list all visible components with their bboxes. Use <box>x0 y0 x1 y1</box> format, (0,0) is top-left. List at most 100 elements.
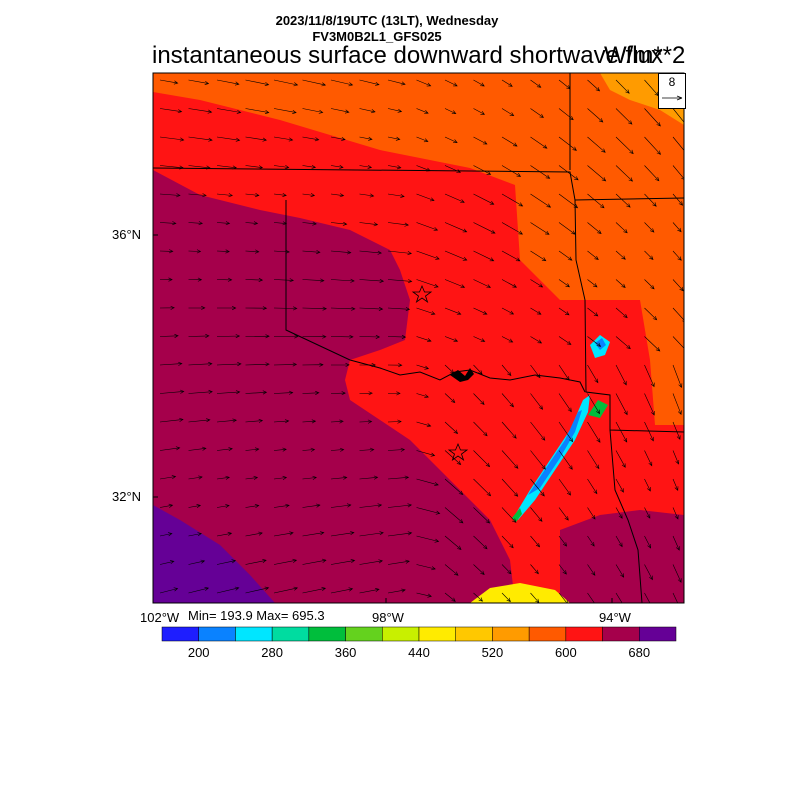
wind-arrow <box>216 559 237 565</box>
wind-arrow <box>302 531 325 537</box>
colorbar-swatch <box>455 626 493 642</box>
wind-arrow <box>330 419 344 424</box>
wind-arrow <box>501 507 517 523</box>
wind-arrow <box>558 136 577 151</box>
wind-arrow <box>159 79 179 85</box>
wind-arrow <box>330 447 345 452</box>
units-label: W/m**2 <box>604 42 686 69</box>
wind-arrow <box>615 450 626 468</box>
wind-arrow <box>273 558 298 565</box>
wind-arrow <box>273 165 290 170</box>
wind-arrow <box>359 193 375 198</box>
wind-arrow <box>188 504 202 509</box>
wind-arrow <box>273 447 287 452</box>
wind-arrow <box>501 279 518 288</box>
wind-arrow <box>615 108 633 125</box>
wind-arrow <box>330 559 356 565</box>
wind-arrow <box>245 475 259 480</box>
wind-arrow <box>530 193 552 208</box>
wind-arrow <box>188 532 202 537</box>
wind-arrow <box>644 250 654 260</box>
lon-label-98: 98°W <box>372 610 404 625</box>
wind-arrow <box>330 587 354 594</box>
wind-arrow <box>188 136 213 142</box>
wind-arrow <box>416 421 432 428</box>
wind-arrow <box>416 108 429 114</box>
wind-arrow <box>188 277 203 282</box>
wind-arrow <box>302 250 321 255</box>
wind-arrow <box>416 136 429 143</box>
wind-vectors <box>159 79 684 603</box>
wind-arrow <box>587 564 596 576</box>
wind-arrow <box>587 279 598 288</box>
wind-arrow <box>587 364 599 384</box>
wind-arrow <box>587 108 604 123</box>
wind-arrow <box>558 279 570 288</box>
wind-arrow <box>558 250 573 261</box>
wind-arrow <box>416 478 439 486</box>
wind-arrow <box>473 421 488 437</box>
wind-arrow <box>530 336 543 344</box>
wind-arrow <box>615 564 625 578</box>
wind-arrow <box>188 446 207 451</box>
wind-arrow <box>615 507 623 519</box>
wind-arrow <box>359 79 380 86</box>
wind-arrow <box>359 391 373 396</box>
wind-arrow <box>672 108 684 123</box>
wind-arrow <box>416 393 429 398</box>
wind-arrow <box>587 393 600 415</box>
wind-arrow <box>501 535 514 549</box>
wind-arrow <box>188 79 210 85</box>
wind-arrow <box>644 222 655 233</box>
wind-arrow <box>444 193 465 203</box>
wind-arrow <box>558 336 572 345</box>
wind-arrow <box>302 390 320 395</box>
wind-arrow <box>302 587 327 594</box>
wind-arrow <box>245 249 260 254</box>
wind-arrow <box>273 306 298 311</box>
wind-arrow <box>672 136 684 154</box>
wind-arrow <box>273 390 294 395</box>
colorbar-swatch <box>528 626 567 642</box>
wind-arrow <box>216 277 233 282</box>
wind-arrow <box>273 334 299 339</box>
wind-arrow <box>473 307 488 315</box>
wind-arrow <box>672 535 680 551</box>
cloud-band-blue <box>528 410 582 495</box>
wind-arrow <box>188 333 210 338</box>
wind-arrow <box>587 193 605 209</box>
wind-arrow <box>359 419 373 424</box>
wind-arrow <box>302 334 327 339</box>
wind-arrow <box>216 447 233 452</box>
wind-arrow <box>587 79 601 92</box>
wind-arrow <box>273 249 290 254</box>
wind-arrow <box>245 559 267 565</box>
wind-arrow <box>273 475 288 480</box>
field-region-maroon-east <box>560 510 684 603</box>
wind-arrow <box>273 419 290 424</box>
wind-arrow <box>444 478 464 496</box>
wind-arrow <box>330 250 352 255</box>
wind-arrow <box>615 79 630 94</box>
wind-arrow <box>387 279 413 284</box>
wind-arrow <box>330 108 350 114</box>
wind-arrow <box>159 108 183 114</box>
wind-arrow <box>387 475 410 480</box>
wind-arrow <box>159 193 181 198</box>
wind-arrow <box>359 306 384 311</box>
wind-arrow <box>216 108 242 114</box>
colorbar-swatch <box>639 626 677 642</box>
wind-arrow <box>587 450 600 470</box>
wind-arrow <box>672 393 682 415</box>
wind-arrow <box>188 249 202 254</box>
wind-arrow <box>530 564 539 575</box>
wind-arrow <box>273 193 287 197</box>
wind-arrow <box>416 222 439 231</box>
wind-arrow <box>330 164 344 169</box>
wind-arrow <box>615 165 633 182</box>
wind-arrow <box>159 475 177 480</box>
lake-texoma <box>450 368 474 382</box>
colorbar-label: 200 <box>187 645 210 660</box>
cloud-patch-green <box>588 400 608 418</box>
wind-arrow <box>302 193 316 198</box>
